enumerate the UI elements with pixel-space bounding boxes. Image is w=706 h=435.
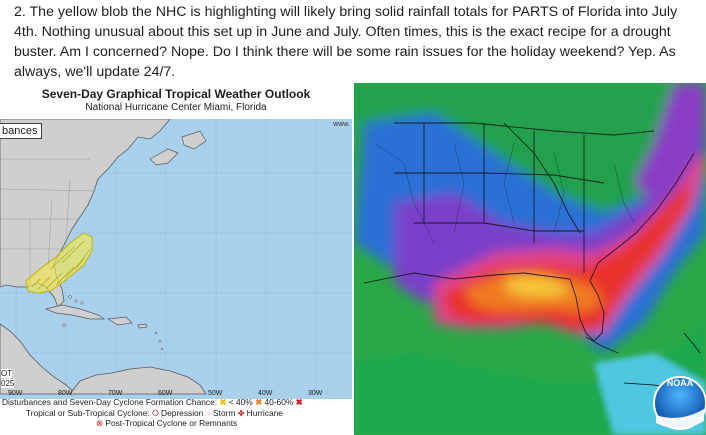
legend-low: < 40% [228, 397, 253, 407]
outlook-subtitle: National Hurricane Center Miami, Florida [85, 102, 267, 113]
storm-icon: ◌ [205, 407, 211, 418]
legend-hurricane: Hurricane [246, 407, 283, 418]
time-label: OT [1, 369, 13, 378]
outlook-map [0, 119, 352, 399]
x-orange-icon: ✖ [255, 397, 263, 407]
outlook-title: Seven-Day Graphical Tropical Weather Out… [41, 87, 311, 101]
year-label: 025 [1, 379, 15, 388]
hurricane-icon: ✤ [237, 407, 245, 418]
rainfall-forecast-image[interactable]: NOAA [354, 83, 706, 435]
rainfall-map [354, 83, 706, 435]
post-text: 2. The yellow blob the NHC is highlighti… [14, 4, 678, 80]
lon-label: 40W [258, 390, 273, 397]
lon-label: 70W [108, 390, 123, 397]
tropical-outlook-image[interactable]: Seven-Day Graphical Tropical Weather Out… [0, 83, 352, 435]
legend-storm: Storm [213, 407, 236, 418]
lon-label: 30W [308, 390, 323, 397]
legend-line2-label: Tropical or Sub-Tropical Cyclone: [26, 407, 150, 418]
noaa-logo [653, 376, 706, 430]
lon-label: 60W [158, 390, 173, 397]
legend-line1-label: Disturbances and Seven-Day Cyclone Forma… [2, 397, 218, 407]
outlook-url: www. [333, 121, 350, 128]
legend-line3: Post-Tropical Cyclone or Remnants [105, 418, 238, 428]
outlook-legend: Disturbances and Seven-Day Cyclone Forma… [0, 397, 352, 429]
lon-label: 90W [8, 390, 23, 397]
legend-tab: bances [0, 123, 43, 139]
x-red-icon: ✖ [295, 397, 303, 407]
post-tropical-icon: ⊗ [96, 418, 106, 428]
legend-depression: Depression [161, 407, 204, 418]
lon-label: 50W [208, 390, 223, 397]
x-yellow-icon: ✖ [219, 397, 227, 407]
legend-mid: 40-60% [264, 397, 294, 407]
noaa-logo-text: NOAA [666, 378, 694, 388]
depression-icon: ⭘ [151, 407, 159, 418]
lon-label: 80W [58, 390, 73, 397]
